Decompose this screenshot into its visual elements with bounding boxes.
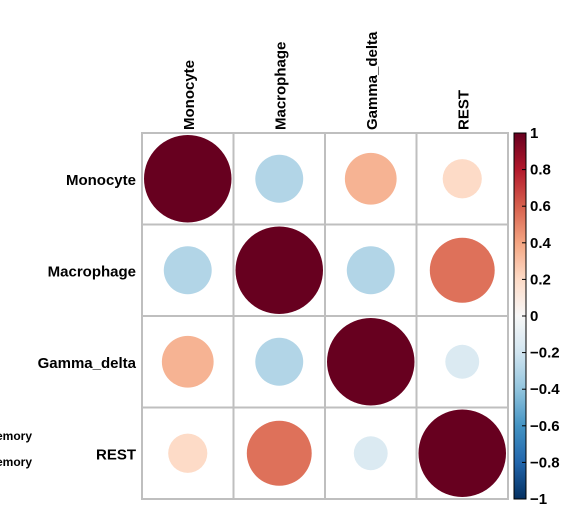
corr-circle-gamma-delta-gamma-delta: [327, 318, 415, 406]
row-label-macrophage: Macrophage: [48, 263, 136, 280]
corr-circle-macrophage-macrophage: [235, 226, 323, 314]
colorbar-tick-label: −0.8: [530, 454, 560, 471]
colorbar-tick-label: −0.4: [530, 381, 560, 398]
corr-circle-rest-rest: [418, 409, 506, 497]
colorbar-tick-label: 0.2: [530, 271, 551, 288]
clipped-left-labels: emory emory: [0, 429, 32, 469]
column-label-monocyte: Monocyte: [181, 60, 198, 130]
corr-circle-gamma-delta-macrophage: [255, 337, 304, 386]
colorbar-tick-label: −1: [530, 491, 547, 505]
corr-circle-rest-gamma-delta: [353, 436, 388, 471]
colorbar-tick-label: −0.2: [530, 345, 560, 362]
row-label-gamma-delta: Gamma_delta: [38, 355, 137, 372]
column-label-macrophage: Macrophage: [272, 42, 289, 130]
corr-circle-monocyte-gamma-delta: [344, 152, 397, 205]
colorbar-tick-label: 0.4: [530, 235, 552, 252]
colorbar-tick-label: −0.6: [530, 418, 560, 435]
corr-circle-monocyte-macrophage: [255, 154, 304, 203]
corr-circle-monocyte-monocyte: [144, 135, 232, 223]
corr-circle-macrophage-rest: [429, 237, 495, 303]
colorbar-tick-label: 0: [530, 308, 538, 325]
row-label-rest: REST: [96, 446, 136, 463]
colorbar-tick-label: 1: [530, 125, 538, 142]
column-labels: Monocyte Macrophage Gamma_delta REST: [181, 31, 473, 130]
corr-circle-monocyte-rest: [442, 159, 482, 199]
corr-circle-gamma-delta-monocyte: [161, 335, 214, 388]
corr-circle-macrophage-gamma-delta: [346, 246, 395, 295]
corr-circle-rest-macrophage: [246, 420, 312, 486]
corr-circle-gamma-delta-rest: [445, 344, 480, 379]
clipped-label-fragment: emory: [0, 455, 32, 469]
colorbar-tick-label: 0.8: [530, 162, 551, 179]
corr-circle-macrophage-monocyte: [163, 246, 212, 295]
colorbar: 1 0.8 0.6 0.4 0.2 0 −0.2 −0.4 −0.6 −0.8 −1: [513, 125, 560, 505]
row-labels: Monocyte Macrophage Gamma_delta REST: [38, 172, 137, 464]
colorbar-tick-label: 0.6: [530, 198, 551, 215]
column-label-gamma-delta: Gamma_delta: [364, 31, 381, 130]
correlation-circles: [144, 135, 506, 497]
clipped-label-fragment: emory: [0, 429, 32, 443]
row-label-monocyte: Monocyte: [66, 172, 136, 189]
column-label-rest: REST: [455, 90, 472, 130]
corr-circle-rest-monocyte: [168, 433, 208, 473]
